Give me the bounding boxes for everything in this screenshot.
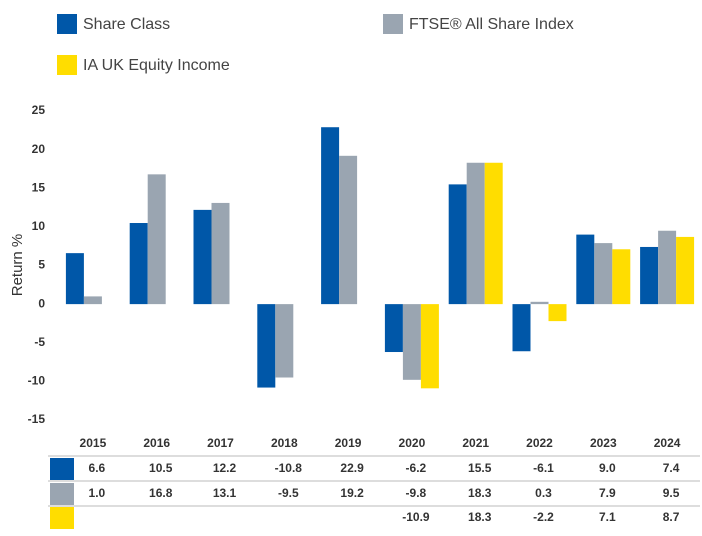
table-value: 12.2 — [213, 461, 237, 475]
bar — [211, 202, 230, 305]
bar — [676, 236, 695, 305]
bar — [484, 162, 503, 305]
bar — [548, 304, 567, 322]
bar — [512, 304, 531, 352]
table-value: -10.9 — [402, 510, 430, 524]
bar — [420, 304, 439, 389]
bar — [640, 246, 659, 305]
table-value: 7.1 — [599, 510, 616, 524]
y-tick-label: 0 — [38, 296, 45, 310]
bar — [384, 304, 403, 353]
table-value: 10.5 — [149, 461, 173, 475]
bar — [658, 230, 677, 305]
bar — [402, 304, 421, 380]
table-value: -9.5 — [278, 486, 299, 500]
x-tick-label: 2017 — [207, 436, 234, 450]
x-tick-label: 2020 — [399, 436, 426, 450]
table-value: -6.1 — [533, 461, 554, 475]
table-value: 22.9 — [340, 461, 364, 475]
bar — [65, 253, 84, 305]
table-value: 18.3 — [468, 510, 492, 524]
x-tick-label: 2022 — [526, 436, 553, 450]
table-value: 0.3 — [535, 486, 552, 500]
table-swatch — [50, 483, 74, 505]
x-tick-label: 2024 — [654, 436, 681, 450]
x-tick-label: 2023 — [590, 436, 617, 450]
y-tick-label: 20 — [32, 142, 46, 156]
table-value: 7.4 — [663, 461, 680, 475]
bar — [275, 304, 294, 378]
table-value: 1.0 — [89, 486, 106, 500]
y-tick-label: 10 — [32, 219, 46, 233]
legend-label: FTSE® All Share Index — [409, 16, 574, 33]
y-tick-label: 15 — [32, 180, 46, 194]
table-value: -10.8 — [275, 461, 303, 475]
bar — [193, 209, 212, 305]
bar — [466, 162, 485, 305]
table-value: -9.8 — [406, 486, 427, 500]
table-swatch — [50, 507, 74, 529]
bar — [448, 184, 467, 305]
legend-label: Share Class — [83, 16, 170, 33]
legend-swatch — [57, 55, 77, 75]
bar — [576, 234, 595, 305]
y-tick-label: -15 — [28, 412, 46, 426]
bar — [129, 223, 148, 305]
bar — [147, 174, 166, 305]
table-swatch — [50, 458, 74, 480]
table-value: 8.7 — [663, 510, 680, 524]
bar — [530, 301, 549, 305]
legend-label: IA UK Equity Income — [83, 57, 230, 74]
table-value: -2.2 — [533, 510, 554, 524]
bar — [257, 304, 276, 388]
table-value: 16.8 — [149, 486, 173, 500]
x-tick-label: 2019 — [335, 436, 362, 450]
x-tick-label: 2018 — [271, 436, 298, 450]
bar — [321, 127, 340, 305]
table-value: 9.0 — [599, 461, 616, 475]
bar — [339, 155, 358, 305]
x-tick-label: 2015 — [80, 436, 107, 450]
bar — [612, 249, 631, 305]
y-tick-label: 25 — [32, 103, 46, 117]
table-value: 18.3 — [468, 486, 492, 500]
table-value: 9.5 — [663, 486, 680, 500]
table-value: 7.9 — [599, 486, 616, 500]
legend-swatch — [57, 14, 77, 34]
y-tick-label: 5 — [38, 258, 45, 272]
table-value: -6.2 — [406, 461, 427, 475]
table-value: 19.2 — [340, 486, 364, 500]
y-tick-label: -5 — [34, 335, 45, 349]
x-tick-label: 2016 — [143, 436, 170, 450]
x-tick-label: 2021 — [462, 436, 489, 450]
bar — [594, 243, 613, 305]
legend-swatch — [383, 14, 403, 34]
y-axis-label: Return % — [9, 234, 26, 297]
table-value: 6.6 — [89, 461, 106, 475]
y-tick-label: -10 — [28, 374, 46, 388]
table-value: 13.1 — [213, 486, 237, 500]
bar — [83, 296, 102, 305]
table-value: 15.5 — [468, 461, 492, 475]
